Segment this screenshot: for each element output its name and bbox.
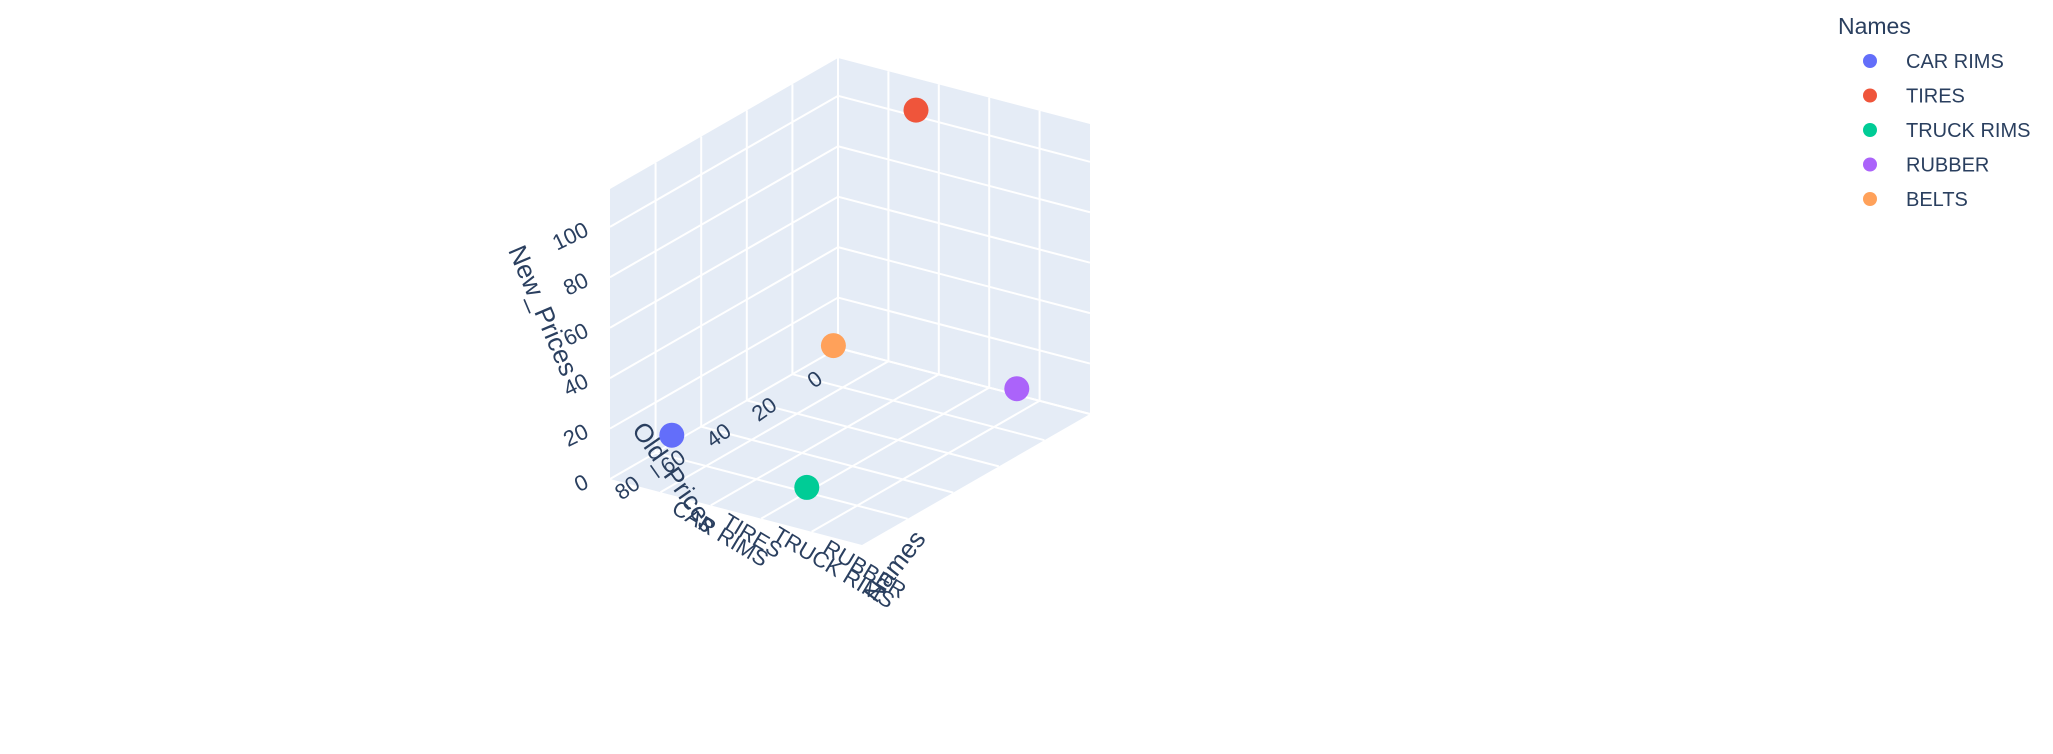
- z-gridline: [609, 145, 839, 279]
- z-gridline: [609, 246, 839, 379]
- legend-item-tires[interactable]: TIRES: [1863, 86, 1965, 108]
- z-tick-label: 20: [559, 419, 592, 452]
- legend-item-car-rims[interactable]: CAR RIMS: [1863, 51, 2004, 73]
- gridlines: [609, 58, 1091, 533]
- x-gridline: [655, 451, 908, 520]
- legend-marker: [1863, 88, 1877, 103]
- z-gridline: [609, 296, 839, 430]
- z-tick-label: 80: [559, 267, 592, 300]
- legend-label: TIRES: [1906, 86, 1965, 108]
- data-points[interactable]: [659, 97, 1030, 500]
- legend-title: Names: [1838, 13, 1911, 39]
- legend-item-rubber[interactable]: RUBBER: [1863, 155, 1989, 177]
- legend-marker: [1863, 54, 1877, 68]
- z-gridline: [837, 347, 1091, 415]
- legend-marker: [1863, 157, 1877, 172]
- point-truck-rims[interactable]: [794, 474, 820, 500]
- legend-item-truck-rims[interactable]: TRUCK RIMS: [1863, 120, 2030, 142]
- legend-label: CAR RIMS: [1906, 51, 2004, 73]
- y-gridline: [710, 373, 940, 507]
- z-gridline: [609, 94, 839, 228]
- floor-plane: [610, 348, 1090, 545]
- x-gridline: [792, 373, 1045, 442]
- point-belts[interactable]: [820, 333, 846, 359]
- legend-label: TRUCK RIMS: [1906, 120, 2030, 142]
- back-left-wall: [610, 58, 838, 479]
- z-tick-label: 100: [548, 217, 592, 256]
- z-axis-title: New_Prices: [502, 241, 584, 380]
- legend-marker: [1863, 192, 1877, 206]
- back-right-wall: [838, 58, 1090, 414]
- z-gridline: [609, 347, 839, 480]
- point-car-rims[interactable]: [659, 422, 685, 448]
- legend[interactable]: Names CAR RIMS TIRES TRUCK RIMS RUBBER BELTS: [1838, 13, 2030, 211]
- z-gridline: [609, 195, 839, 329]
- point-rubber[interactable]: [1004, 376, 1030, 402]
- y-gridline: [659, 360, 889, 494]
- legend-label: RUBBER: [1906, 155, 1989, 177]
- z-tick-label: 0: [570, 469, 592, 497]
- point-tires[interactable]: [903, 97, 929, 123]
- legend-label: BELTS: [1906, 189, 1968, 211]
- x-gridline: [746, 399, 1000, 468]
- z-gridline: [837, 94, 1091, 163]
- z-gridline: [837, 246, 1091, 315]
- legend-marker: [1863, 123, 1877, 137]
- z-gridline: [837, 145, 1091, 214]
- x-gridline: [700, 425, 954, 494]
- legend-item-belts[interactable]: BELTS: [1863, 189, 1968, 211]
- y-gridline: [811, 399, 1041, 533]
- z-gridline: [837, 195, 1091, 264]
- z-gridline: [837, 296, 1091, 365]
